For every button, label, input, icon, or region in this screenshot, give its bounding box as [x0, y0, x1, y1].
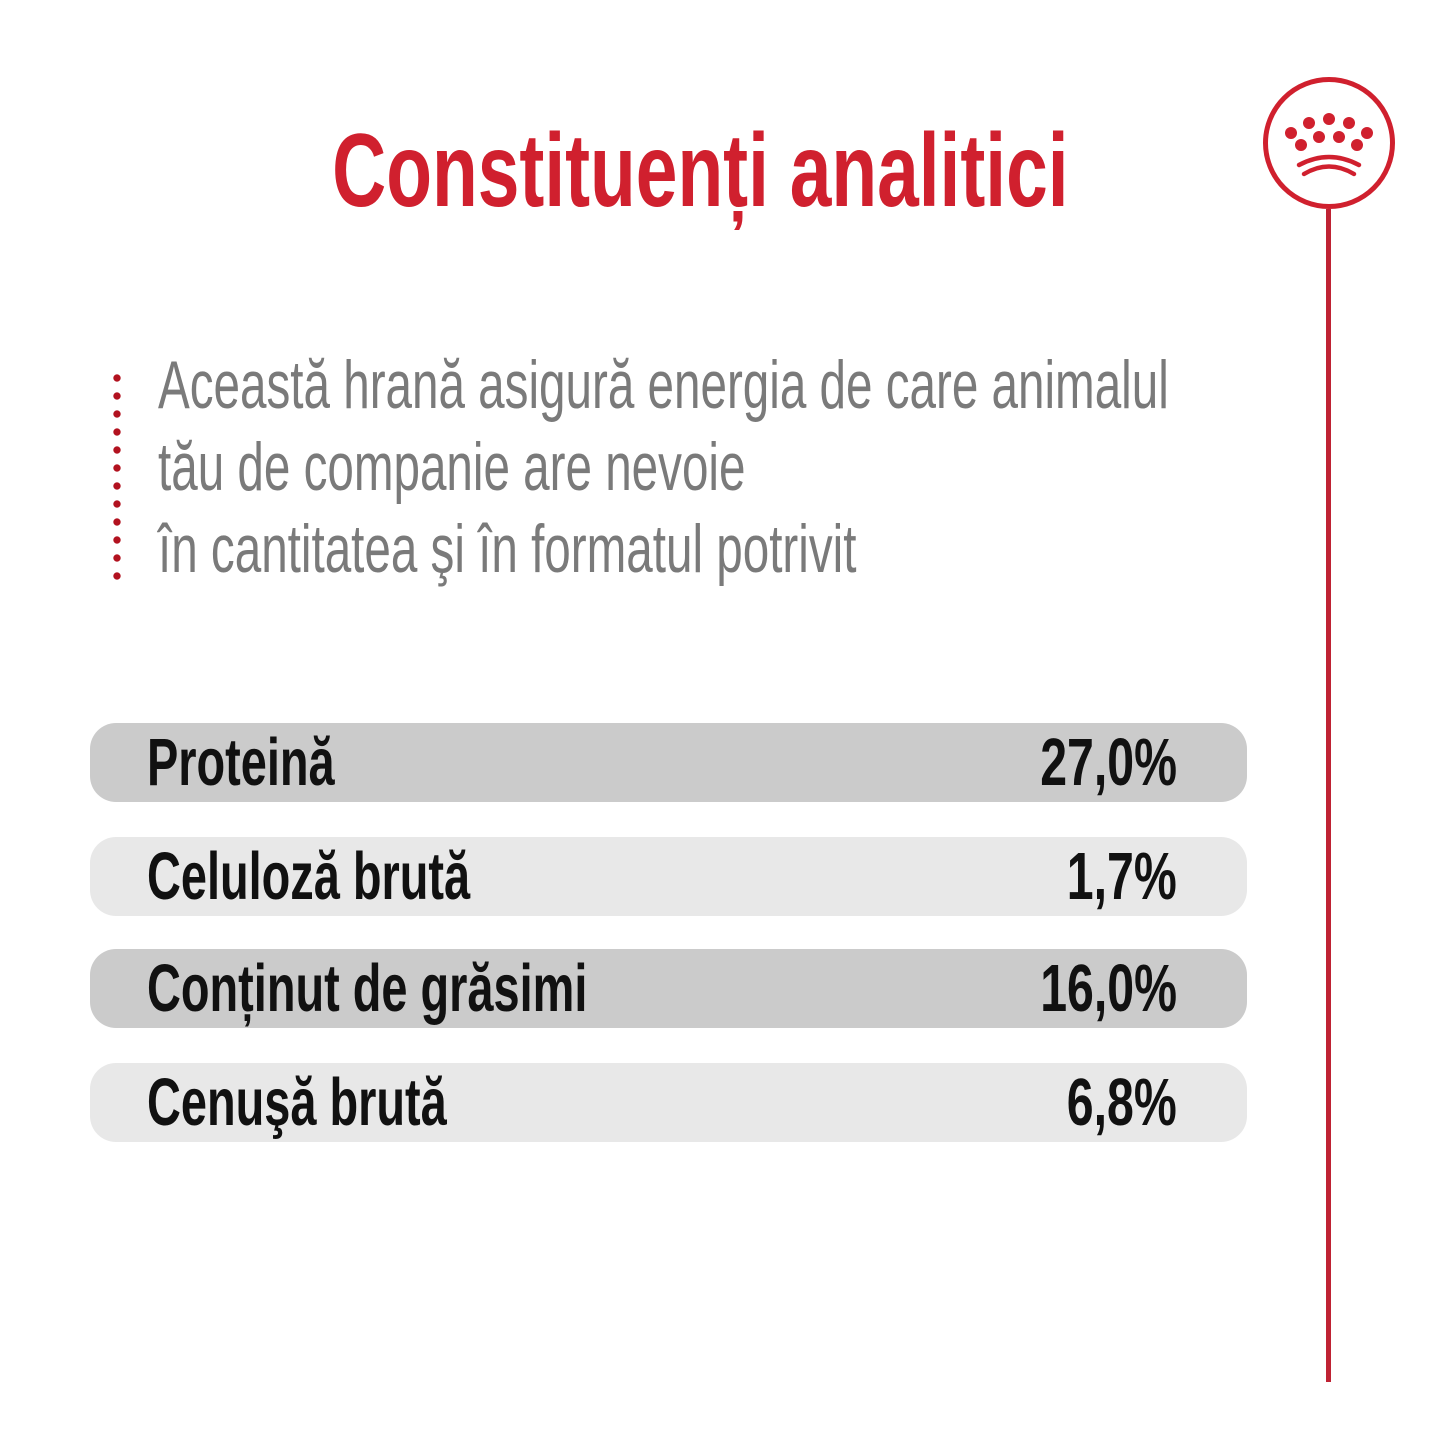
row-value-text: 16,0%	[1040, 951, 1177, 1026]
table-row: Conținut de grăsimi 16,0%	[90, 949, 1247, 1028]
row-label: Celuloză brută	[147, 838, 609, 915]
brand-logo	[1263, 77, 1395, 209]
intro-paragraph: Această hrană asigură energia de care an…	[158, 344, 1278, 590]
row-value-text: 1,7%	[1067, 839, 1177, 914]
royal-canin-crown-icon	[1285, 113, 1373, 177]
table-row: Cenuşă brută 6,8%	[90, 1063, 1247, 1142]
row-label: Conținut de grăsimi	[147, 950, 776, 1027]
row-label-text: Conținut de grăsimi	[147, 951, 588, 1026]
row-value: 1,7%	[1024, 838, 1177, 915]
row-value-text: 6,8%	[1067, 1065, 1177, 1140]
row-label-text: Proteină	[147, 725, 335, 800]
row-value: 16,0%	[987, 950, 1177, 1027]
dotted-accent-line	[113, 369, 121, 585]
intro-line: Această hrană asigură energia de care an…	[158, 344, 1278, 426]
row-label-text: Celuloză brută	[147, 839, 471, 914]
row-value: 27,0%	[987, 724, 1177, 801]
row-value-text: 27,0%	[1040, 725, 1177, 800]
row-value: 6,8%	[1024, 1064, 1177, 1141]
intro-line: în cantitatea şi în formatul potrivit	[158, 508, 1278, 590]
page-title: Constituenți analitici	[331, 113, 1069, 229]
row-label: Proteină	[147, 724, 415, 801]
vertical-brand-line	[1326, 209, 1331, 1382]
table-row: Proteină 27,0%	[90, 723, 1247, 802]
row-label-text: Cenuşă brută	[147, 1065, 447, 1140]
intro-line-text: tău de companie are nevoie	[158, 429, 746, 505]
page-title-wrap: Constituenți analitici	[0, 112, 1400, 232]
intro-line-text: Această hrană asigură energia de care an…	[158, 347, 1169, 423]
table-row: Celuloză brută 1,7%	[90, 837, 1247, 916]
intro-line-text: în cantitatea şi în formatul potrivit	[158, 511, 857, 587]
row-label: Cenuşă brută	[147, 1064, 575, 1141]
intro-line: tău de companie are nevoie	[158, 426, 1278, 508]
